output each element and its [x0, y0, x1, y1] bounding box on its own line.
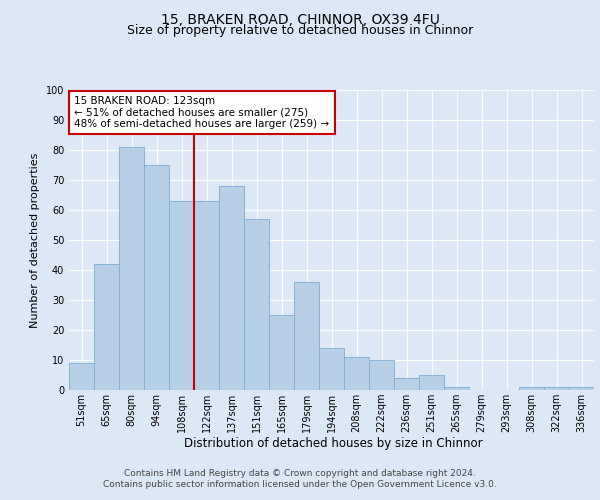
Bar [419, 375, 444, 390]
Bar [194, 201, 219, 390]
Bar [444, 387, 469, 390]
Text: 15 BRAKEN ROAD: 123sqm
← 51% of detached houses are smaller (275)
48% of semi-de: 15 BRAKEN ROAD: 123sqm ← 51% of detached… [74, 96, 329, 129]
Bar [569, 387, 594, 390]
Bar [394, 378, 419, 390]
Bar [269, 315, 294, 390]
Bar [94, 264, 119, 390]
Text: Distribution of detached houses by size in Chinnor: Distribution of detached houses by size … [184, 438, 482, 450]
Bar [119, 147, 144, 390]
Bar [169, 201, 194, 390]
Bar [344, 357, 369, 390]
Bar [219, 186, 244, 390]
Y-axis label: Number of detached properties: Number of detached properties [30, 152, 40, 328]
Text: Contains public sector information licensed under the Open Government Licence v3: Contains public sector information licen… [103, 480, 497, 489]
Text: Contains HM Land Registry data © Crown copyright and database right 2024.: Contains HM Land Registry data © Crown c… [124, 469, 476, 478]
Bar [294, 282, 319, 390]
Bar [369, 360, 394, 390]
Bar [69, 363, 94, 390]
Bar [544, 387, 569, 390]
Bar [519, 387, 544, 390]
Bar [144, 165, 169, 390]
Text: 15, BRAKEN ROAD, CHINNOR, OX39 4FU: 15, BRAKEN ROAD, CHINNOR, OX39 4FU [161, 12, 439, 26]
Bar [244, 219, 269, 390]
Text: Size of property relative to detached houses in Chinnor: Size of property relative to detached ho… [127, 24, 473, 37]
Bar [319, 348, 344, 390]
